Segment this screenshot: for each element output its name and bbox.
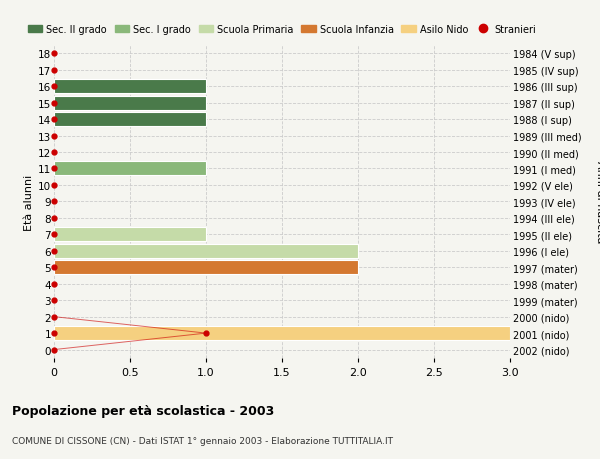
Bar (54, 261, 358, 274)
Text: COMUNE DI CISSONE (CN) - Dati ISTAT 1° gennaio 2003 - Elaborazione TUTTITALIA.IT: COMUNE DI CISSONE (CN) - Dati ISTAT 1° g… (12, 436, 393, 445)
Legend: Sec. II grado, Sec. I grado, Scuola Primaria, Scuola Infanzia, Asilo Nido, Stran: Sec. II grado, Sec. I grado, Scuola Prim… (28, 25, 536, 35)
Bar (54, 326, 510, 341)
Y-axis label: Età alunni: Età alunni (24, 174, 34, 230)
Bar (54, 113, 206, 127)
Y-axis label: Anni di nascita: Anni di nascita (595, 161, 600, 243)
Bar (54, 228, 206, 242)
Bar (54, 244, 358, 258)
Bar (54, 162, 206, 176)
Bar (54, 96, 206, 110)
Bar (54, 80, 206, 94)
Text: Popolazione per età scolastica - 2003: Popolazione per età scolastica - 2003 (12, 404, 274, 417)
